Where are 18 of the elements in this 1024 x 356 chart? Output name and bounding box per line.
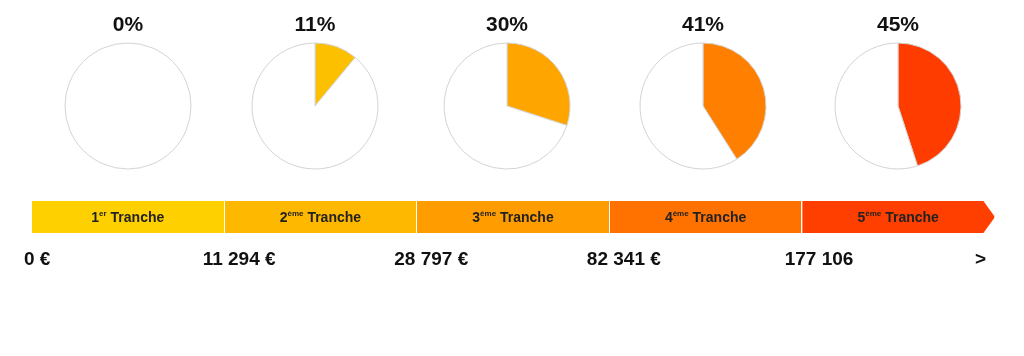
category-label: 3$^{ème}$ Tranche [472, 209, 554, 225]
pie-slice [443, 42, 568, 170]
text: > [975, 248, 987, 270]
category-label: 5$^{ème}$ Tranche [857, 209, 939, 225]
category-label: 1$^{er}$ Tranche [91, 209, 165, 225]
chart-title: 45% [876, 12, 920, 35]
text: 11 294 € [202, 248, 276, 270]
chart-title: 0% [112, 12, 144, 35]
text: 177 106 [784, 248, 854, 270]
text: 0 € [24, 248, 51, 270]
category-label: 4$^{ème}$ Tranche [664, 209, 747, 225]
category-label: 2$^{ème}$ Tranche [279, 209, 362, 225]
text: 28 797 € [394, 248, 469, 270]
chart-title: 41% [681, 12, 725, 35]
pie-slice [251, 42, 379, 170]
text: 82 341 € [586, 248, 661, 270]
chart-title: 30% [485, 12, 529, 35]
chart-title: 11% [294, 12, 336, 35]
